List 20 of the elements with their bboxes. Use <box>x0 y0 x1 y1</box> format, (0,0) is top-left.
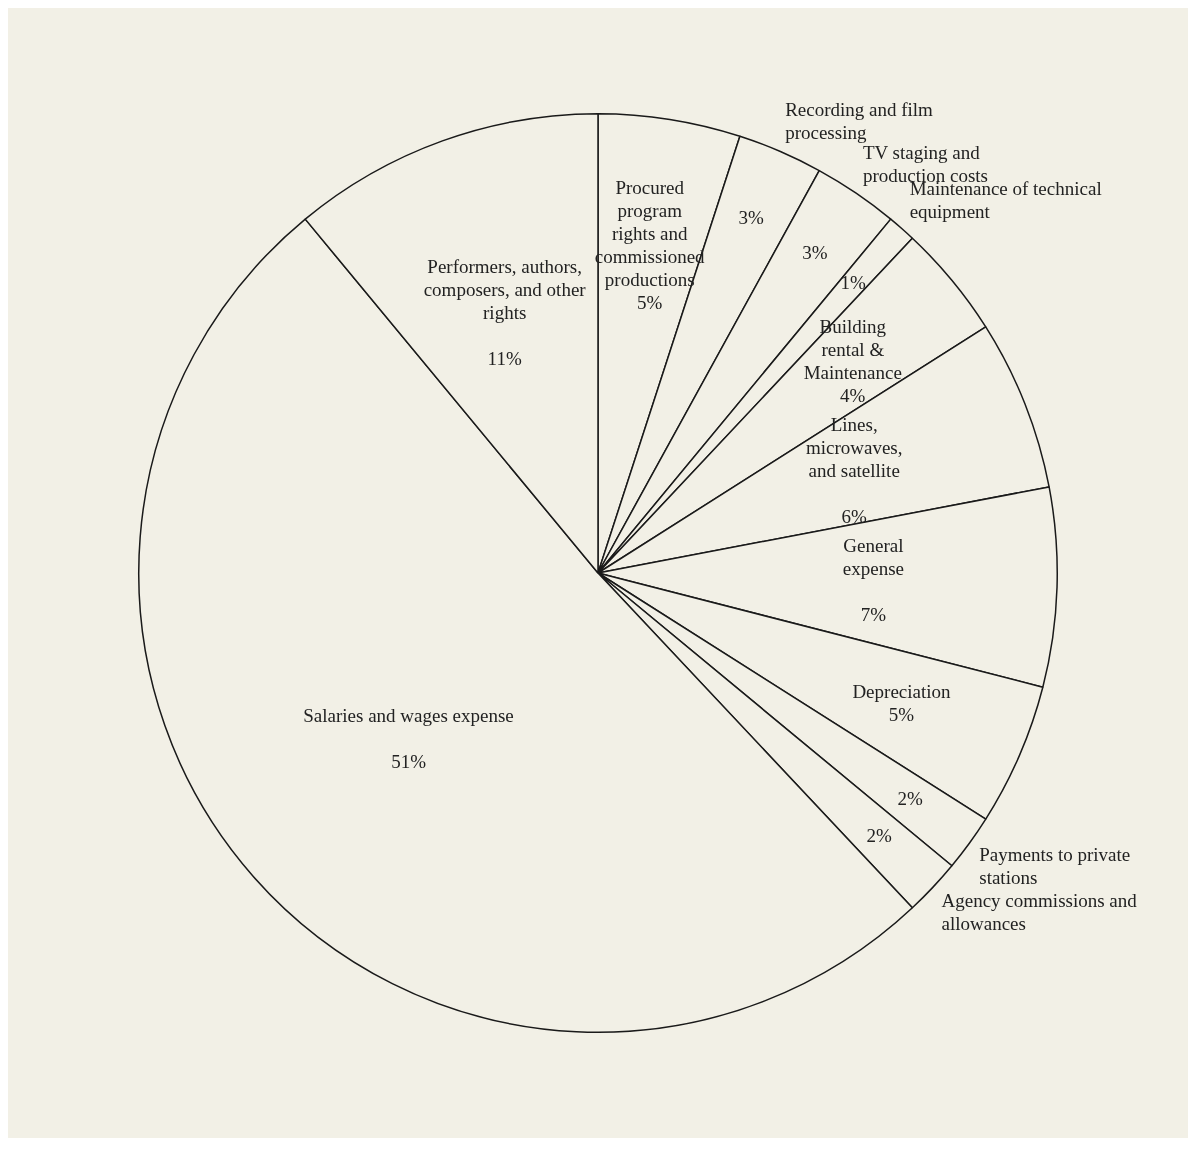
slice-label: Agency commissions and allowances <box>941 889 1138 934</box>
data-label: 4% <box>840 384 866 406</box>
data-label: 51% <box>391 751 427 773</box>
data-label: 1% <box>840 271 866 293</box>
data-label: 2% <box>866 825 893 847</box>
data-label: 5% <box>637 291 663 313</box>
slice-label: Lines, microwaves, and satellite <box>805 413 903 481</box>
data-label: 11% <box>487 347 522 369</box>
data-label: 6% <box>841 505 868 527</box>
data-label: 3% <box>802 241 828 263</box>
data-label: 2% <box>897 787 923 809</box>
slice-label: Depreciation <box>852 680 952 702</box>
slice-label: Payments to private stations <box>979 843 1131 888</box>
data-label: 3% <box>738 206 765 228</box>
data-label: 7% <box>860 604 887 626</box>
slice-label: General expense <box>842 535 905 580</box>
slice-label: Salaries and wages expense <box>303 705 514 727</box>
slice-label: Performers, authors, composers, and other rights <box>423 255 587 323</box>
slice-label: Recording and film processing <box>785 99 934 144</box>
data-label: 5% <box>888 703 915 725</box>
